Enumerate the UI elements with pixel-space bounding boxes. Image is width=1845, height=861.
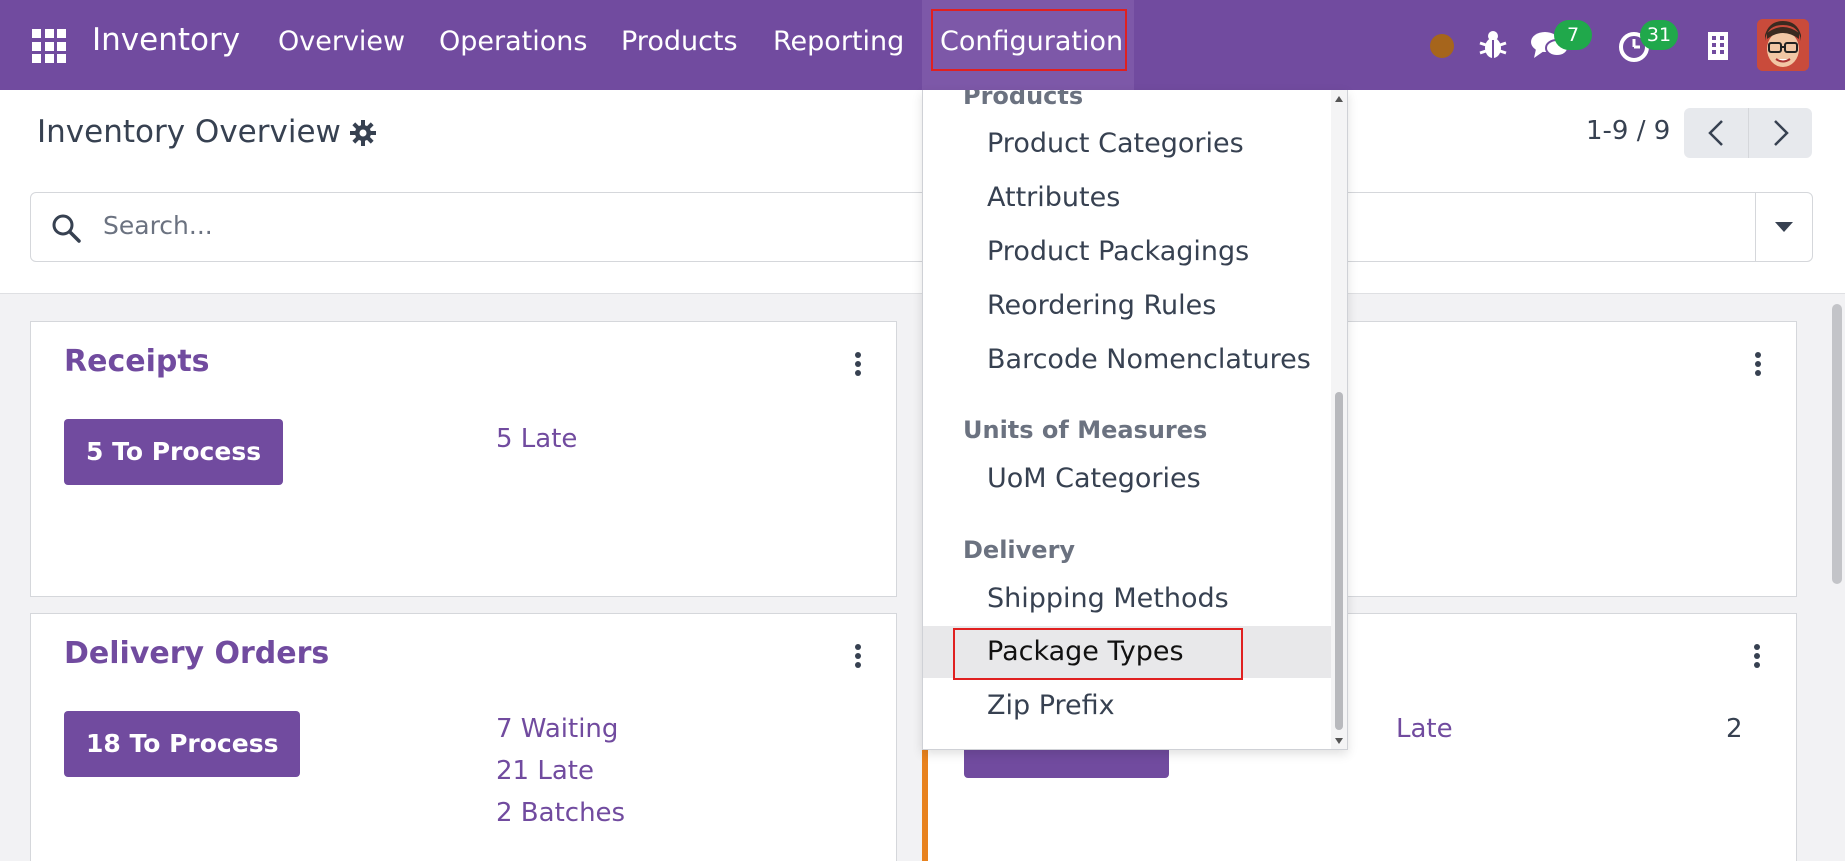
search-icon [52, 214, 81, 243]
delivery-orders-card: Delivery Orders 18 To Process 7 Waiting … [30, 613, 897, 861]
delivery-to-process-button[interactable]: 18 To Process [64, 711, 301, 777]
bug-icon[interactable] [1478, 29, 1508, 61]
dropdown-section-delivery: Delivery [963, 536, 1076, 564]
delivery-batches-link[interactable]: 2 Batches [496, 798, 626, 828]
dropdown-item-reordering-rules[interactable]: Reordering Rules [987, 290, 1217, 321]
gear-icon[interactable] [350, 120, 376, 146]
dropdown-scrollbar[interactable] [1331, 90, 1347, 749]
dropdown-section-products: Products [963, 90, 1084, 110]
top-navbar: Inventory Overview Operations Products R… [0, 0, 1845, 90]
scroll-up-arrow-icon[interactable] [1335, 96, 1343, 102]
dropdown-item-attributes[interactable]: Attributes [987, 182, 1121, 213]
dropdown-item-zip-prefix[interactable]: Zip Prefix [987, 690, 1115, 721]
chevron-left-icon [1708, 120, 1723, 146]
pager-buttons [1684, 108, 1812, 158]
dropdown-section-uom: Units of Measures [963, 416, 1208, 444]
search-bar: Search... [30, 192, 1813, 262]
receipts-card: Receipts 5 To Process 5 Late [30, 321, 897, 597]
delivery-waiting-link[interactable]: 7 Waiting [496, 714, 619, 744]
menu-products[interactable]: Products [621, 26, 738, 57]
menu-configuration[interactable]: Configuration [922, 0, 1134, 90]
kebab-menu-icon[interactable] [855, 352, 861, 379]
package-types-highlight-box [953, 628, 1243, 680]
search-input[interactable]: Search... [103, 211, 213, 240]
chevron-right-icon [1773, 120, 1789, 146]
search-options-toggle[interactable] [1755, 193, 1812, 261]
status-dot-icon[interactable] [1430, 34, 1454, 58]
receipts-to-process-button[interactable]: 5 To Process [64, 419, 284, 485]
menu-reporting[interactable]: Reporting [773, 26, 905, 57]
page-title: Inventory Overview [37, 114, 341, 150]
activities-badge: 31 [1640, 20, 1678, 50]
configuration-dropdown: Products Product Categories Attributes P… [922, 90, 1348, 750]
dropdown-item-product-categories[interactable]: Product Categories [987, 128, 1244, 159]
delivery-late-link[interactable]: 21 Late [496, 756, 594, 786]
messages-badge: 7 [1554, 20, 1592, 50]
configuration-highlight-box [931, 9, 1127, 71]
pager-previous-button[interactable] [1684, 108, 1748, 158]
user-avatar[interactable] [1757, 19, 1809, 71]
receipts-title[interactable]: Receipts [64, 344, 210, 379]
kebab-menu-icon[interactable] [855, 644, 861, 671]
kebab-menu-icon[interactable] [1754, 644, 1760, 671]
dropdown-scroll-thumb[interactable] [1335, 392, 1343, 730]
dropdown-item-package-types[interactable]: Package Types [923, 626, 1333, 678]
dropdown-item-product-packagings[interactable]: Product Packagings [987, 236, 1250, 267]
dropdown-item-shipping-methods[interactable]: Shipping Methods [987, 583, 1229, 614]
page-scrollbar[interactable] [1829, 296, 1845, 861]
delivery-orders-title[interactable]: Delivery Orders [64, 636, 330, 671]
company-building-icon[interactable] [1706, 30, 1730, 62]
apps-grid-icon[interactable] [32, 29, 66, 63]
app-title[interactable]: Inventory [92, 22, 241, 58]
menu-operations[interactable]: Operations [439, 26, 588, 57]
menu-overview[interactable]: Overview [278, 26, 406, 57]
pager-value[interactable]: 1-9 / 9 [1586, 116, 1671, 146]
caret-down-icon [1775, 222, 1793, 232]
dropdown-item-uom-categories[interactable]: UoM Categories [987, 463, 1201, 494]
receipts-late-link[interactable]: 5 Late [496, 424, 578, 454]
late-link[interactable]: Late [1396, 714, 1453, 744]
kebab-menu-icon[interactable] [1755, 352, 1761, 379]
scroll-down-arrow-icon[interactable] [1335, 738, 1343, 744]
pager-next-button[interactable] [1748, 108, 1812, 158]
late-count[interactable]: 2 [1726, 714, 1743, 744]
page-scroll-thumb[interactable] [1832, 304, 1842, 584]
dropdown-item-barcode-nomenclatures[interactable]: Barcode Nomenclatures [987, 344, 1311, 375]
